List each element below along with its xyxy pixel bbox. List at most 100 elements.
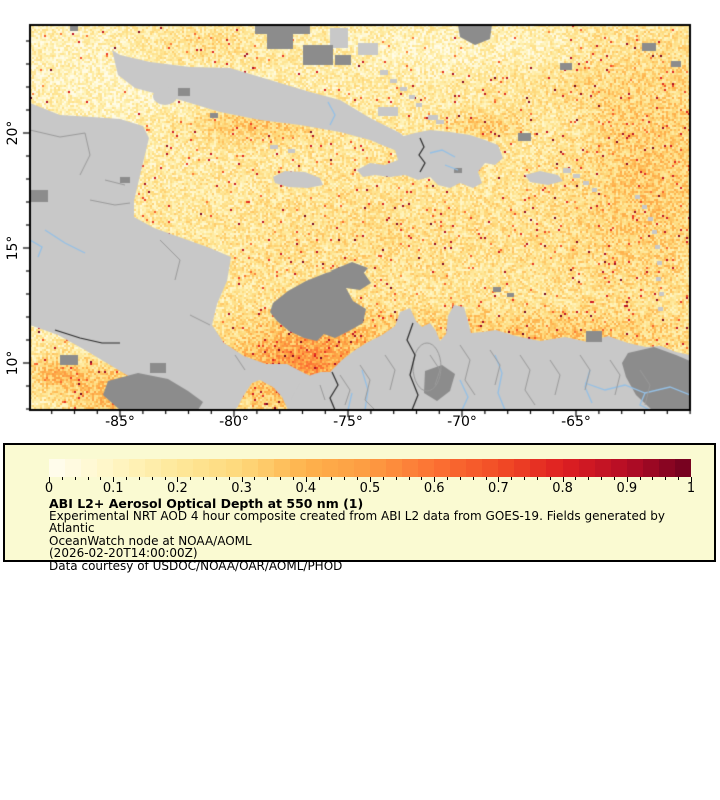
legend-box: 0 0.1 0.2 0.3 0.4 0.5 0.6 0.7 0.8 0.9 1 ABI L2+ Ae… [3,443,716,572]
colorbar-tick-label: 0.5 [359,481,381,496]
colorbar-minor-tick [601,477,603,480]
legend-line: Data courtesy of USDOC/NOAA/OAR/AOML/PHO… [49,558,343,573]
colorbar-minor-tick [524,477,526,480]
colorbar-major-tick [305,477,307,482]
colorbar-tick-label: 0.3 [231,481,252,496]
colorbar-major-tick [113,477,115,482]
colorbar-minor-tick [267,477,269,480]
colorbar-minor-tick [151,477,153,480]
colorbar-segment [466,459,483,477]
aod-map-canvas [0,0,720,440]
colorbar-minor-tick [421,477,423,480]
colorbar-segment [418,459,435,477]
colorbar-segment [177,459,194,477]
x-axis-tick-label: -75° [333,414,363,430]
colorbar-segment [578,459,595,477]
colorbar-minor-tick [395,477,397,480]
x-axis-tick-label: -70° [447,414,477,430]
colorbar-segment [610,459,627,477]
legend-line: OceanWatch node at NOAA/AOML [49,533,252,548]
colorbar-tick-label: 0.2 [167,481,188,496]
colorbar-segment [530,459,547,477]
colorbar-minor-tick [639,477,641,480]
colorbar-minor-tick [318,477,320,480]
colorbar-minor-tick [459,477,461,480]
colorbar-minor-tick [357,477,359,480]
colorbar-minor-tick [447,477,449,480]
legend-title: ABI L2+ Aerosol Optical Depth at 550 nm … [49,496,364,511]
colorbar-tick-label: 0 [44,481,54,496]
colorbar-tick-label: 0.6 [423,481,445,496]
colorbar-minor-tick [485,477,487,480]
colorbar-minor-tick [588,477,590,480]
colorbar-minor-tick [665,477,667,480]
colorbar-segment [97,459,114,477]
y-axis-tick-label: 20° [5,120,21,146]
colorbar-segment [129,459,146,477]
colorbar-tick-label: 0.8 [552,481,573,496]
colorbar-segment [402,459,419,477]
colorbar-segment [273,459,290,477]
x-axis-tick-label: -85° [105,414,135,430]
colorbar-minor-tick [511,477,513,480]
colorbar-segment [305,459,322,477]
colorbar-minor-tick [254,477,256,480]
colorbar-minor-tick [382,477,384,480]
y-axis-tick-label: 10° [5,350,21,376]
colorbar-major-tick [177,477,179,482]
colorbar-minor-tick [190,477,192,480]
colorbar-minor-tick [613,477,615,480]
legend-line: Experimental NRT AOD 4 hour composite cr… [49,509,665,536]
colorbar-segment [113,459,130,477]
colorbar-segment [257,459,274,477]
colorbar-minor-tick [126,477,128,480]
colorbar-minor-tick [331,477,333,480]
colorbar-segment [241,459,258,477]
x-axis-tick-label: -80° [219,414,249,430]
colorbar-major-tick [498,477,500,482]
colorbar-segment [81,459,98,477]
colorbar-minor-tick [164,477,166,480]
colorbar-major-tick [691,477,692,482]
colorbar [49,459,691,477]
colorbar-minor-tick [203,477,205,480]
colorbar-segment [482,459,499,477]
colorbar-segment [353,459,370,477]
aod-map-figure: -85° -80° -75° -70° -65° 20° 15° 10° [0,0,720,440]
colorbar-minor-tick [215,477,217,480]
colorbar-major-tick [241,477,243,482]
colorbar-segment [337,459,354,477]
colorbar-tick-label: 0.4 [295,481,317,496]
colorbar-segment [65,459,82,477]
y-axis-tick-label: 15° [5,235,21,261]
colorbar-segment [49,459,66,477]
colorbar-minor-tick [61,477,63,480]
colorbar-major-tick [434,477,436,482]
colorbar-segment [225,459,242,477]
colorbar-major-tick [49,477,50,482]
colorbar-segment [658,459,675,477]
colorbar-minor-tick [472,477,474,480]
colorbar-tick-label: 1 [686,481,696,496]
colorbar-segment [369,459,386,477]
colorbar-segment [594,459,611,477]
colorbar-segment [546,459,563,477]
colorbar-segment [562,459,579,477]
colorbar-segment [626,459,643,477]
legend-line: (2026-02-20T14:00:00Z) [49,546,198,561]
colorbar-segment [514,459,531,477]
colorbar-minor-tick [652,477,654,480]
colorbar-segment [161,459,178,477]
colorbar-major-tick [562,477,564,482]
colorbar-minor-tick [280,477,282,480]
colorbar-segment [321,459,338,477]
colorbar-segment [434,459,451,477]
colorbar-minor-tick [536,477,538,480]
colorbar-minor-tick [228,477,230,480]
colorbar-segment [193,459,210,477]
colorbar-major-tick [370,477,371,482]
colorbar-minor-tick [138,477,140,480]
colorbar-segment [145,459,162,477]
colorbar-minor-tick [74,477,76,480]
colorbar-segment [385,459,403,477]
